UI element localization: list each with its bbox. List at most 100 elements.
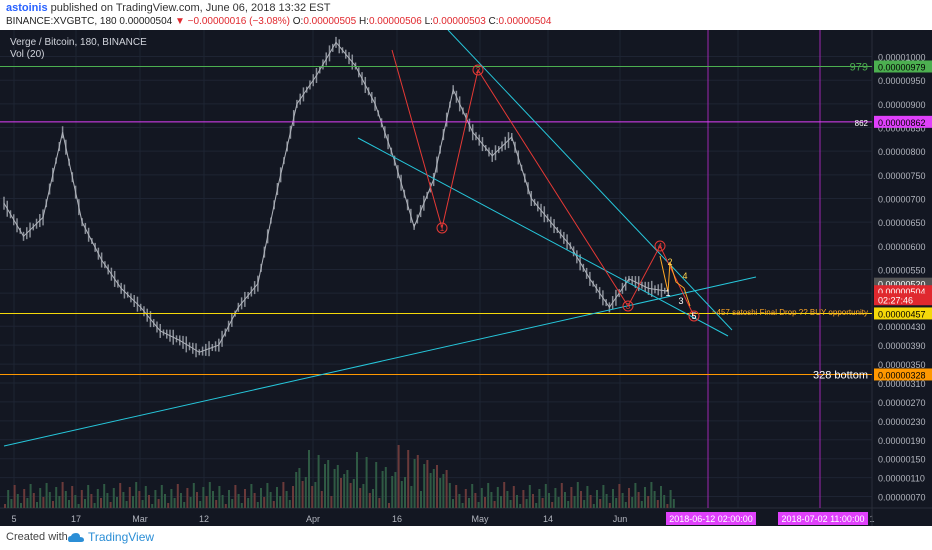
x-tick-label: Mar [132,514,148,524]
volume-bar [224,504,227,508]
volume-bar [109,502,112,508]
change-text: −0.00000016 (−3.08%) [187,16,290,27]
volume-bar [327,460,330,508]
volume-bar [343,474,346,508]
volume-bar [10,499,13,508]
y-tick-label: 0.00000950 [878,76,926,86]
volume-bar [560,483,563,508]
volume-bar [231,499,234,508]
volume-bar [352,479,355,508]
volume-bar [186,488,189,508]
volume-bar [20,503,22,508]
price-line [3,41,669,353]
y-tick-label: 0.00001000 [878,53,926,63]
volume-bar [356,452,358,508]
author-link[interactable]: astoinis [6,2,48,14]
volume-bar [324,464,326,508]
volume-bar [122,492,125,508]
volume-bar [16,494,19,508]
red-wave-label: 2 [476,66,481,75]
volume-bar [468,498,470,508]
volume-bar [208,482,211,508]
volume-bar [340,478,342,508]
volume-bar [279,496,282,508]
volume-bar [429,473,432,508]
level-price-tag [874,60,932,73]
y-tick-label: 0.00000190 [878,436,926,446]
volume-bar [544,484,547,508]
volume-bar [637,492,640,508]
red-wave-marker [622,300,634,312]
close-value: 0.00000504 [498,16,552,27]
price-chart[interactable]: 0.00001000 0.00000950 0.00000900 0.00000850… [0,30,932,526]
volume-bar [432,469,435,508]
volume-bar [519,504,522,508]
volume-bar [23,489,26,508]
volume-bar [282,482,285,508]
volume-bar [605,494,608,508]
red-wave-label: 4 [658,242,663,251]
y-tick-label: 0.00000430 [878,322,926,332]
symbol-line: BINANCE:XVGBTC, 180 0.00000504 [6,16,173,27]
volume-bar [103,484,106,508]
volume-bar [221,495,224,508]
volume-bar [160,485,163,508]
volume-bar [580,491,582,508]
volume-bar [416,455,419,508]
volume-bar [365,457,368,508]
volume-bar [608,503,611,508]
y-tick-label: 0.00000150 [878,455,926,465]
volume-bar [407,450,410,508]
volume-bar [180,493,182,508]
tradingview-logo-icon [68,533,84,542]
volume-bar [471,484,474,508]
red-wave-path [391,49,695,317]
volume-bar [170,489,173,508]
volume-bar [448,483,451,508]
volume-bar [372,489,374,508]
volume-bar [116,497,118,508]
volume-bar [480,488,483,508]
orange-wave-label: 2 [667,257,672,267]
volume-bar [413,459,416,508]
volume-bar [112,488,115,508]
volume-bar [666,504,669,508]
volume-bar [532,494,534,508]
footer: Created with TradingView [0,526,932,550]
level-label: 328 bottom [813,369,868,381]
volume-bar [68,500,70,508]
volume-bar [45,483,48,508]
volume-bar [256,502,259,508]
level-label: 979 [850,61,868,73]
chart-area[interactable]: 0.00001000 0.00000950 0.00000900 0.00000850… [0,30,932,526]
red-wave-label: 5 [692,312,697,321]
level-price-tag [874,307,932,320]
level-price-label: 0.00000328 [878,370,926,380]
volume-bar [42,497,45,508]
volume-bar [624,502,627,508]
volume-bar [196,492,198,508]
volume-bar [346,470,349,508]
volume-bar [84,499,86,508]
volume-bar [32,493,35,508]
volume-bar [330,496,333,508]
annotation-text: ~457 satoshi Final Drop ?? BUY opportuni… [712,308,868,317]
volume-bar [266,483,269,508]
volume-bar [410,486,413,508]
volume-bar [189,497,192,508]
volume-bar [436,465,438,508]
volume-bar [39,488,42,508]
orange-wave-label: 1 [665,288,670,298]
date-tag [778,512,868,525]
y-tick-label: 0.00000070 [878,493,926,503]
volume-bar [247,498,250,508]
tradingview-brand[interactable]: TradingView [88,530,155,544]
volume-bar [631,497,634,508]
volume-bar [628,488,630,508]
volume-bar [570,487,573,508]
volume-bar [477,502,480,508]
volume-bar [199,501,202,508]
volume-bar [141,500,144,508]
volume-bar [119,483,122,508]
level-label: 862 [855,119,869,128]
